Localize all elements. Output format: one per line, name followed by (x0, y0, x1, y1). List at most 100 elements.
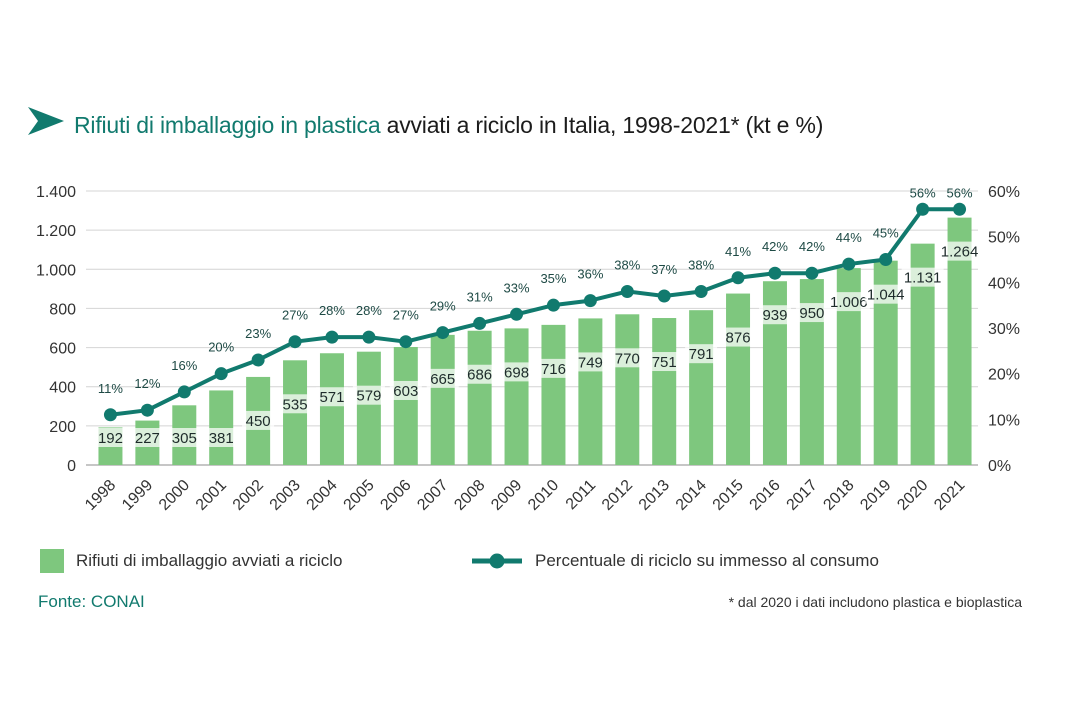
right-tick-label: 10% (988, 412, 1020, 429)
x-tick-label: 2010 (525, 477, 562, 514)
bar-value-label: 939 (762, 307, 787, 324)
line-point (436, 326, 450, 340)
bar-label-bg (94, 428, 127, 447)
x-tick-label: 2019 (857, 477, 894, 514)
source-text: Fonte: CONAI (38, 592, 145, 611)
percent-label: 27% (393, 308, 419, 323)
line-point (916, 202, 930, 216)
left-tick-label: 1.000 (36, 262, 76, 279)
percent-label: 45% (873, 226, 899, 241)
line-point (805, 266, 819, 280)
line-point (473, 316, 487, 330)
x-tick-label: 2020 (894, 477, 931, 514)
left-tick-label: 800 (49, 301, 76, 318)
chart-title: Rifiuti di imballaggio in plastica avvia… (28, 104, 1068, 144)
bar-value-label: 686 (467, 367, 492, 384)
percent-label: 11% (98, 381, 123, 396)
bar-label-bg (537, 358, 570, 378)
line-point (288, 335, 302, 349)
bar (356, 351, 381, 465)
right-tick-label: 40% (988, 275, 1020, 292)
bar-label-bg (611, 348, 644, 368)
bar (578, 318, 603, 465)
line-value-labels: 11% 12% 16% 20% 23% 27% 28% 28% 27% 29% 31% 33% 35% 3… (98, 185, 973, 396)
bar-value-label: 603 (393, 383, 418, 400)
combo-chart: 0 200 400 600 800 1.000 1.200 1.400 0% 10% 20% 30%… (36, 184, 1020, 514)
bar-value-label: 571 (319, 389, 344, 406)
percent-label: 44% (836, 230, 862, 245)
bar-value-label: 770 (615, 350, 640, 367)
right-axis: 0% 10% 20% 30% 40% 50% 60% (988, 184, 1020, 475)
line-point (842, 257, 856, 271)
left-tick-label: 400 (49, 380, 76, 397)
bar (467, 330, 492, 465)
bar-label-bg (648, 352, 681, 372)
x-tick-label: 2003 (267, 477, 304, 514)
title-rest: avviati a riciclo in Italia, 1998-2021* … (380, 112, 824, 138)
line-point (953, 202, 967, 216)
bar-value-labels: 192 227 305 381 450 535 571 579 603 665 686 698 716 7… (94, 241, 981, 447)
bar-value-label: 535 (283, 396, 308, 413)
x-tick-label: 2006 (377, 477, 414, 514)
x-tick-label: 2011 (563, 477, 599, 513)
percent-label: 35% (540, 271, 566, 286)
bar-value-label: 698 (504, 364, 529, 381)
percent-label: 20% (208, 340, 234, 355)
bar-value-label: 716 (541, 361, 566, 378)
bar (319, 353, 344, 465)
bar-value-label: 751 (652, 354, 677, 371)
line-point (103, 408, 117, 422)
x-tick-label: 2013 (636, 477, 673, 514)
right-tick-label: 60% (988, 184, 1020, 201)
x-tick-label: 2002 (230, 477, 267, 514)
bar-label-bg (205, 428, 238, 447)
percent-label: 27% (282, 308, 308, 323)
percent-label: 28% (356, 303, 382, 318)
x-tick-label: 2001 (193, 477, 230, 514)
bar-value-label: 665 (430, 371, 455, 388)
bar-label-bg (463, 364, 496, 384)
percent-label: 37% (651, 262, 677, 277)
line-point (620, 284, 634, 298)
x-tick-label: 2004 (304, 477, 341, 514)
percent-label: 56% (947, 185, 973, 200)
right-tick-label: 20% (988, 367, 1020, 384)
line-point (140, 403, 154, 417)
percent-label: 31% (467, 289, 493, 304)
bar-label-bg (901, 267, 944, 287)
percent-label: 42% (762, 239, 788, 254)
percent-label: 56% (910, 185, 936, 200)
percent-label: 42% (799, 239, 825, 254)
line-point (546, 298, 560, 312)
line-point (879, 253, 893, 266)
legend-bar-label: Rifiuti di imballaggio avviati a riciclo (76, 551, 343, 570)
x-tick-label: 2014 (673, 477, 710, 514)
bar-value-label: 579 (356, 388, 381, 405)
percent-label: 38% (614, 257, 640, 272)
bar-value-label: 791 (689, 346, 714, 363)
bar-label-bg (352, 385, 385, 405)
x-tick-label: 2015 (710, 477, 747, 514)
bar-value-label: 1.264 (941, 244, 979, 261)
left-tick-label: 200 (49, 419, 76, 436)
right-tick-label: 0% (988, 458, 1011, 475)
percent-label: 23% (245, 326, 271, 341)
bar-value-label: 305 (172, 430, 197, 447)
bar-label-bg (864, 284, 907, 304)
line-point (251, 353, 265, 367)
x-tick-label: 2008 (451, 477, 488, 514)
title-text: Rifiuti di imballaggio in plastica avvia… (74, 112, 823, 139)
bar-series (98, 217, 972, 465)
bar-label-bg (722, 327, 755, 347)
bar-value-label: 1.044 (867, 287, 905, 304)
line-points (103, 202, 967, 422)
bar-value-label: 450 (246, 413, 271, 430)
line-point (657, 289, 671, 303)
x-tick-label: 2021 (931, 477, 968, 514)
left-tick-label: 1.200 (36, 223, 76, 240)
line-point (510, 307, 524, 321)
bar-value-label: 227 (135, 430, 160, 447)
bar (652, 318, 677, 465)
arrow-icon (28, 107, 64, 135)
line-point (694, 284, 708, 298)
